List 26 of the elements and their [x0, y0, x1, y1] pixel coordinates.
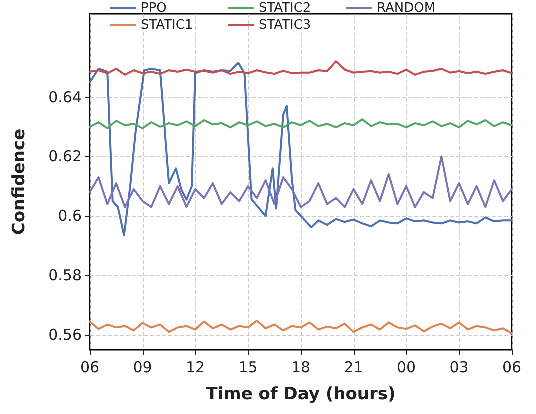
legend-label: RANDOM: [377, 1, 436, 16]
x-tick-label: 18: [291, 358, 311, 376]
line-series: [89, 156, 513, 208]
line-series: [89, 62, 513, 237]
y-tick-label: 0.64: [48, 88, 82, 106]
x-tick-label: 12: [186, 358, 206, 376]
x-tick-label: 21: [344, 358, 364, 376]
y-axis-title: Confidence: [10, 128, 30, 236]
x-tick-label: 06: [80, 358, 100, 376]
x-axis-title: Time of Day (hours): [206, 384, 396, 404]
x-tick-label: 03: [450, 358, 469, 376]
y-tick-label: 0.62: [48, 148, 82, 166]
x-tick-label: 06: [502, 358, 522, 376]
x-tick-label: 00: [396, 358, 416, 376]
y-tick-label: 0.6: [58, 207, 82, 226]
x-tick-label: 09: [133, 358, 152, 376]
y-tick-label: 0.58: [48, 266, 82, 285]
line-series: [89, 320, 513, 335]
legend-label: STATIC1: [141, 18, 194, 33]
legend-label: STATIC3: [259, 18, 312, 33]
legend-label: STATIC2: [259, 1, 312, 16]
x-tick-label: 15: [238, 358, 258, 376]
y-tick-label: 0.56: [48, 326, 82, 344]
line-series: [89, 118, 513, 130]
legend-label: PPO: [141, 1, 167, 16]
line-series: [89, 60, 513, 76]
